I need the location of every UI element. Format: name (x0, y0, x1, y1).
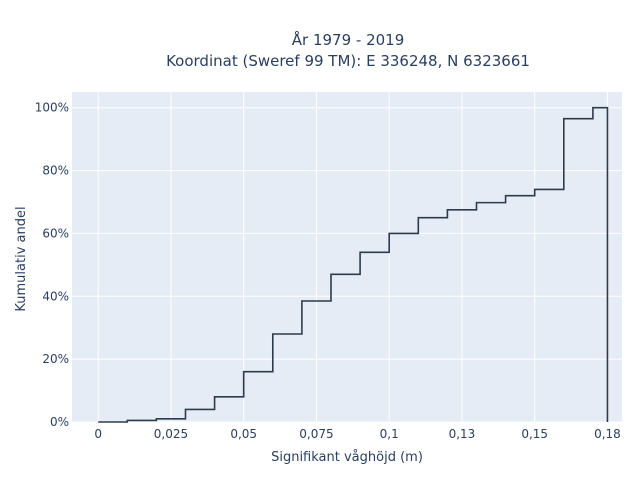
y-tick-label: 0% (50, 415, 69, 429)
y-tick-label: 80% (42, 164, 69, 178)
x-axis-ticks: 0 0,025 0,05 0,075 0,1 0,13 0,15 0,18 (94, 427, 620, 441)
x-tick-label: 0,13 (449, 427, 476, 441)
x-tick-label: 0,025 (154, 427, 188, 441)
x-tick-label: 0,18 (594, 427, 621, 441)
y-axis-title: Kumulativ andel (14, 206, 29, 311)
x-tick-label: 0 (94, 427, 102, 441)
plot-area (72, 92, 622, 422)
x-axis-title: Signifikant våghöjd (m) (271, 450, 423, 465)
y-axis-ticks: 0% 20% 40% 60% 80% 100% (35, 101, 69, 429)
y-tick-label: 20% (42, 352, 69, 366)
grid-lines (72, 92, 622, 423)
cumulative-step-line (98, 106, 609, 423)
x-tick-label: 0,15 (521, 427, 548, 441)
chart-title-line-2: Koordinat (Sweref 99 TM): E 336248, N 63… (166, 52, 530, 70)
x-tick-label: 0,1 (380, 427, 399, 441)
y-tick-label: 40% (42, 289, 69, 303)
x-tick-label: 0,05 (230, 427, 257, 441)
series-layer (98, 106, 609, 423)
chart-title-line-1: År 1979 - 2019 (292, 30, 405, 49)
x-tick-label: 0,075 (299, 427, 333, 441)
y-tick-label: 100% (35, 101, 69, 115)
y-tick-label: 60% (42, 226, 69, 240)
